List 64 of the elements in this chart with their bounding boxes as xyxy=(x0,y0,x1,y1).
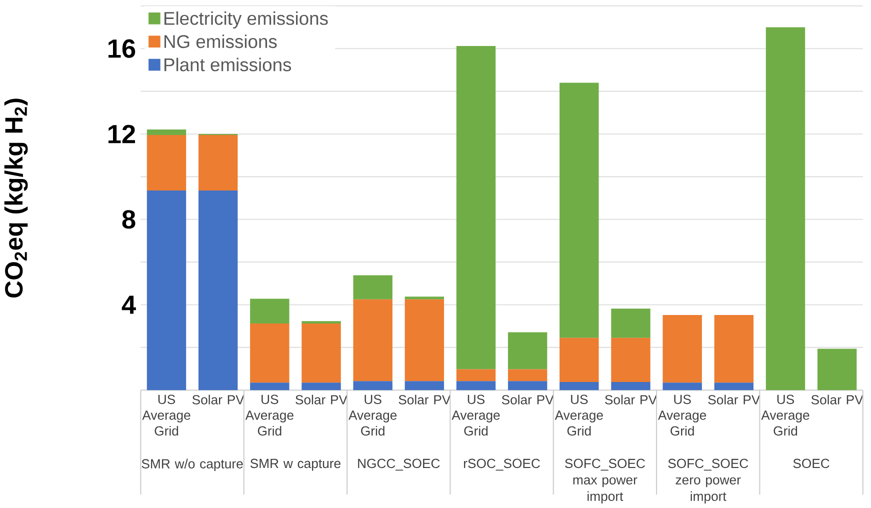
bar xyxy=(508,332,548,370)
bar xyxy=(714,315,754,383)
bar xyxy=(611,338,650,382)
x-tick-label: Solar PV xyxy=(605,394,657,404)
x-tick-label: Solar PV xyxy=(811,394,864,404)
text: SMR w/o capture xyxy=(142,458,243,472)
bar xyxy=(714,382,754,390)
bar xyxy=(508,381,548,390)
bar xyxy=(250,382,290,390)
bar xyxy=(662,382,702,390)
text: SMR w capture xyxy=(250,458,340,471)
x-tick-label: Solar PV xyxy=(296,394,348,404)
bar xyxy=(146,135,186,191)
bar xyxy=(560,382,599,390)
x-tick-label: Solar PV xyxy=(398,394,451,404)
x-tick-label: US Average Grid xyxy=(658,394,706,436)
y-axis-title: CO$_{2}$eq (kg/kg H$_{2}$) xyxy=(4,98,28,298)
bar xyxy=(404,381,444,390)
bar xyxy=(250,324,290,383)
bar xyxy=(302,324,341,383)
bar xyxy=(817,348,857,390)
bar xyxy=(250,298,290,324)
legend-label: NG emissions xyxy=(164,34,277,48)
x-tick-label: Solar PV xyxy=(192,394,244,404)
bar xyxy=(302,382,341,390)
bar xyxy=(662,315,702,383)
text: NGCC_SOEC xyxy=(358,458,440,471)
y-tick-label: 12 xyxy=(108,124,136,144)
x-tick-label: US Average Grid xyxy=(142,394,190,436)
x-tick-label: US Average Grid xyxy=(452,394,500,436)
bar xyxy=(302,321,341,324)
text: rSOC_SOEC xyxy=(464,458,540,471)
bar xyxy=(404,299,444,382)
bar xyxy=(456,369,496,382)
legend-label: Plant emissions xyxy=(164,58,292,72)
text: SOFC_SOEC zero power import xyxy=(668,458,748,504)
bar xyxy=(508,369,548,382)
bar xyxy=(198,190,238,390)
y-tick-label: 4 xyxy=(122,296,136,314)
bar xyxy=(353,275,392,300)
x-tick-label: US Average Grid xyxy=(554,394,603,436)
bar xyxy=(404,296,444,300)
bar xyxy=(353,299,392,382)
y-tick-label: 8 xyxy=(122,210,136,229)
bar xyxy=(611,382,650,390)
y-tick-label: 16 xyxy=(108,39,136,58)
x-tick-label: Solar PV xyxy=(708,394,760,404)
legend-label: Electricity emissions xyxy=(164,11,328,29)
bar xyxy=(456,381,496,390)
bar xyxy=(198,135,238,191)
x-tick-label: Solar PV xyxy=(502,394,554,404)
bar xyxy=(146,130,186,136)
bar xyxy=(560,82,599,338)
bar xyxy=(766,27,806,390)
bar xyxy=(611,308,650,338)
bar xyxy=(456,46,496,370)
text: SOEC xyxy=(793,458,830,468)
x-tick-label: US Average Grid xyxy=(761,394,810,436)
bar xyxy=(560,338,599,382)
x-tick-label: US Average Grid xyxy=(245,394,294,436)
x-tick-label: US Average Grid xyxy=(348,394,397,436)
text: SOFC_SOEC max power import xyxy=(565,458,645,504)
bar xyxy=(353,381,392,390)
bar xyxy=(146,190,186,390)
